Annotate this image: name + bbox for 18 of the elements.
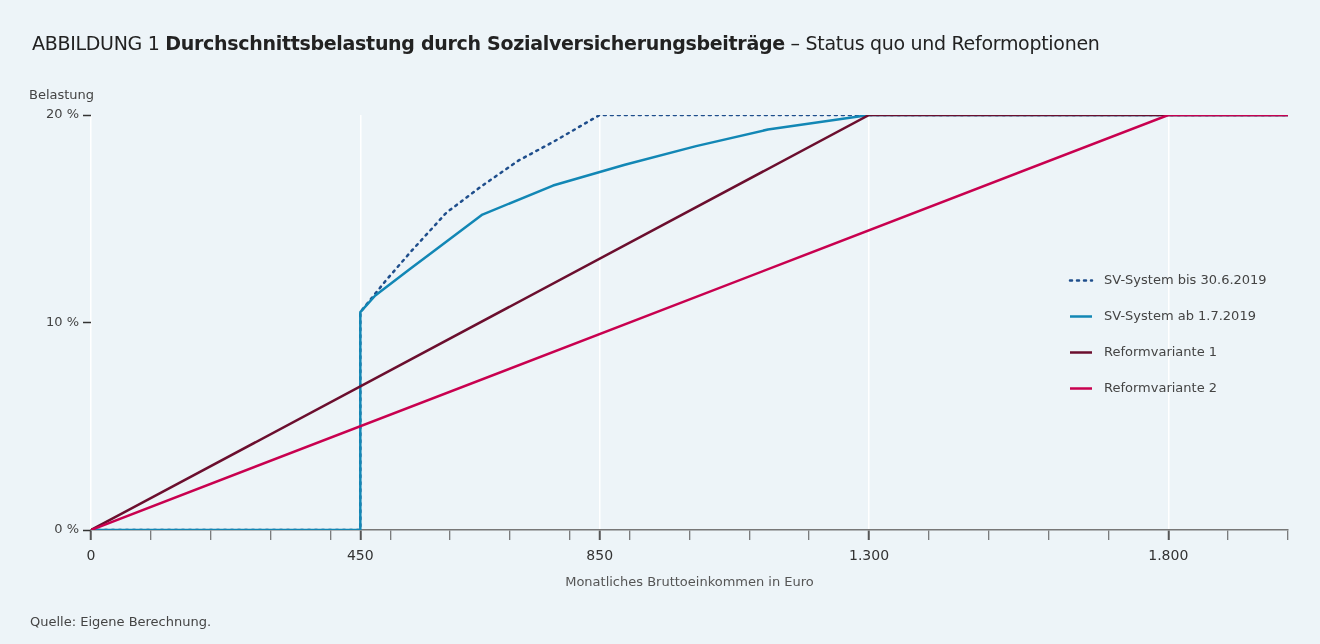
- chart-title: Durchschnittsbelastung durch Sozialversicherungsbeiträge: [165, 32, 785, 54]
- text: ABBILDUNG 1: [32, 32, 160, 54]
- legend-label: Reformvariante 2: [1104, 379, 1218, 395]
- x-tick-label: 450: [346, 547, 374, 564]
- y-tick-label: 20 %: [45, 106, 79, 122]
- legend-label: Reformvariante 1: [1104, 343, 1218, 359]
- x-tick-label: 1.800: [1148, 547, 1189, 564]
- y-tick-label: 10 %: [45, 313, 79, 329]
- x-tick-label: 1.300: [849, 547, 890, 564]
- source-note: Quelle: Eigene Berechnung.: [30, 614, 212, 629]
- legend-label: SV-System bis 30.6.2019: [1104, 271, 1267, 287]
- legend-label: SV-System ab 1.7.2019: [1104, 307, 1256, 323]
- chart-subtitle: – Status quo und Reformoptionen: [790, 32, 1100, 54]
- y-axis-title: Belastung: [29, 87, 95, 102]
- y-tick-label: 0 %: [54, 521, 79, 537]
- x-axis-title: Monatliches Bruttoeinkommen in Euro: [565, 573, 814, 589]
- x-tick-label: 0: [86, 547, 96, 564]
- x-tick-label: 850: [586, 547, 614, 564]
